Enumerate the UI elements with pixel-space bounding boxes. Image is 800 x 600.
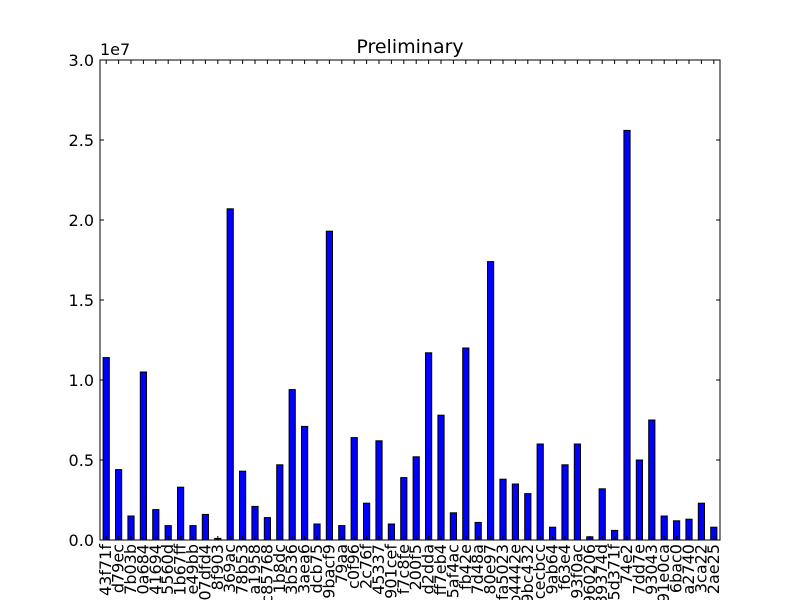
x-tick-label: b4442e (505, 544, 524, 600)
x-tick-label: fa5023 (493, 544, 512, 600)
x-tick-label: 0a684 (133, 544, 152, 595)
bar-3b536 (288, 389, 296, 541)
bar-f7c8fe (400, 477, 408, 541)
chart-title: Preliminary (356, 36, 463, 58)
bar-fb42e (462, 347, 470, 541)
bar-b4442e (511, 483, 519, 541)
x-tick-label: c0f96 (344, 544, 363, 589)
x-tick-label: 41694 (146, 544, 165, 595)
bar-80e97 (487, 261, 495, 541)
x-tick-label: 2c76f (357, 544, 376, 589)
bar-2c76f (363, 502, 371, 541)
bar-45337 (375, 440, 383, 541)
x-tick-label: c85768 (257, 544, 276, 600)
x-tick-label: 960206 (580, 544, 599, 600)
x-tick-label: 07dfd4 (195, 544, 214, 600)
x-tick-label: 39374d (592, 544, 611, 600)
bar-5af4ac (449, 512, 457, 541)
y-axis-offset-label: 1e7 (100, 40, 130, 59)
x-tick-label: a1958 (245, 544, 264, 595)
bar-9bacf9 (325, 230, 333, 541)
bar-39374d (598, 488, 606, 541)
x-tick-label: a2740 (679, 544, 698, 595)
y-tick-label: 0.5 (69, 451, 94, 470)
bar-ff7eb4 (437, 414, 445, 541)
x-tick-label: 45337 (369, 544, 388, 595)
x-tick-label: 901cef (381, 544, 400, 599)
bar-43f71f (102, 357, 110, 541)
x-tick-label: e49bb (183, 544, 202, 595)
bar-a1958 (251, 505, 259, 541)
x-tick-label: 5d371f (605, 544, 624, 600)
plot-frame (99, 59, 721, 541)
x-tick-label: 200f5 (406, 544, 425, 590)
bar-200f5 (412, 456, 420, 541)
x-tick-label: 6bac0 (667, 544, 686, 593)
x-tick-label: 7d48a (468, 544, 487, 595)
x-tick-label: 78b53 (233, 544, 252, 595)
x-tick-label: 7dd7e (629, 544, 648, 595)
x-tick-label: f63e4 (555, 544, 574, 590)
x-tick-label: d2dda (419, 544, 438, 594)
bar-7dd7e (635, 459, 643, 541)
y-tick-label: 0.0 (69, 531, 94, 550)
y-tick-label: 3.0 (69, 51, 94, 70)
bar-d2dda (425, 352, 433, 541)
bar-0a684 (139, 371, 148, 541)
x-tick-label: 2ae25 (704, 544, 723, 594)
y-tick-label: 1.5 (69, 291, 94, 310)
x-tick-label: 80e97 (481, 544, 500, 595)
x-tick-label: ff7eb4 (431, 544, 450, 595)
x-tick-label: 9bc432 (518, 544, 537, 600)
bar-f63e4 (561, 464, 569, 541)
bar-93f0ac (573, 443, 581, 541)
y-tick-label: 2.0 (69, 211, 94, 230)
x-tick-label: 91e0ca (654, 544, 673, 600)
bar-3aea6 (301, 425, 309, 541)
bar-cecbcc (536, 443, 544, 541)
x-tick-label: 9bacf9 (319, 544, 338, 599)
x-tick-label: 3aea6 (295, 544, 314, 594)
bar-1b67ff (177, 486, 185, 541)
x-tick-label: d79ec (109, 544, 128, 593)
x-tick-label: 79aa (332, 544, 351, 584)
x-axis-ticks: 43f71fd79ec7b03b0a684416945560d1b67ffe49… (96, 60, 723, 600)
x-tick-label: f7c8fe (394, 544, 413, 594)
x-tick-label: 8f903 (208, 544, 227, 590)
x-tick-label: 74e2 (617, 544, 636, 584)
x-tick-label: fb42e (456, 544, 475, 590)
bar-fa5023 (499, 478, 507, 541)
x-tick-label: 1b8dc (270, 544, 289, 593)
bar-9bc432 (524, 493, 532, 541)
x-tick-label: 1b67ff (171, 543, 190, 596)
x-tick-label: 93043 (642, 544, 661, 595)
x-tick-label: 369ac (220, 544, 239, 593)
bar-c0f96 (350, 437, 358, 541)
x-tick-label: 3b536 (282, 544, 301, 595)
bar-74e2 (623, 129, 631, 541)
bar-369ac (226, 208, 234, 541)
bar-3ca22 (697, 502, 705, 541)
x-tick-label: 9ab64 (543, 544, 562, 595)
x-tick-label: 3ca22 (691, 544, 710, 593)
bar-78b53 (239, 470, 247, 541)
x-tick-label: 5560d (158, 544, 177, 595)
y-tick-label: 2.5 (69, 131, 94, 150)
x-tick-label: 5af4ac (443, 544, 462, 598)
x-tick-label: 7b03b (121, 544, 140, 595)
y-tick-label: 1.0 (69, 371, 94, 390)
y-axis-ticks: 0.0 0.5 1.0 1.5 2.0 2.5 3.0 (69, 51, 720, 550)
bar-93043 (648, 419, 656, 541)
bar-1b8dc (276, 464, 284, 541)
x-tick-label: cecbcc (530, 544, 549, 599)
x-tick-label: 43f71f (96, 544, 115, 596)
bar-d79ec (115, 469, 123, 541)
x-tick-label: 93f0ac (567, 544, 586, 599)
bar-41694 (152, 509, 160, 541)
x-tick-label: dcb75 (307, 544, 326, 593)
